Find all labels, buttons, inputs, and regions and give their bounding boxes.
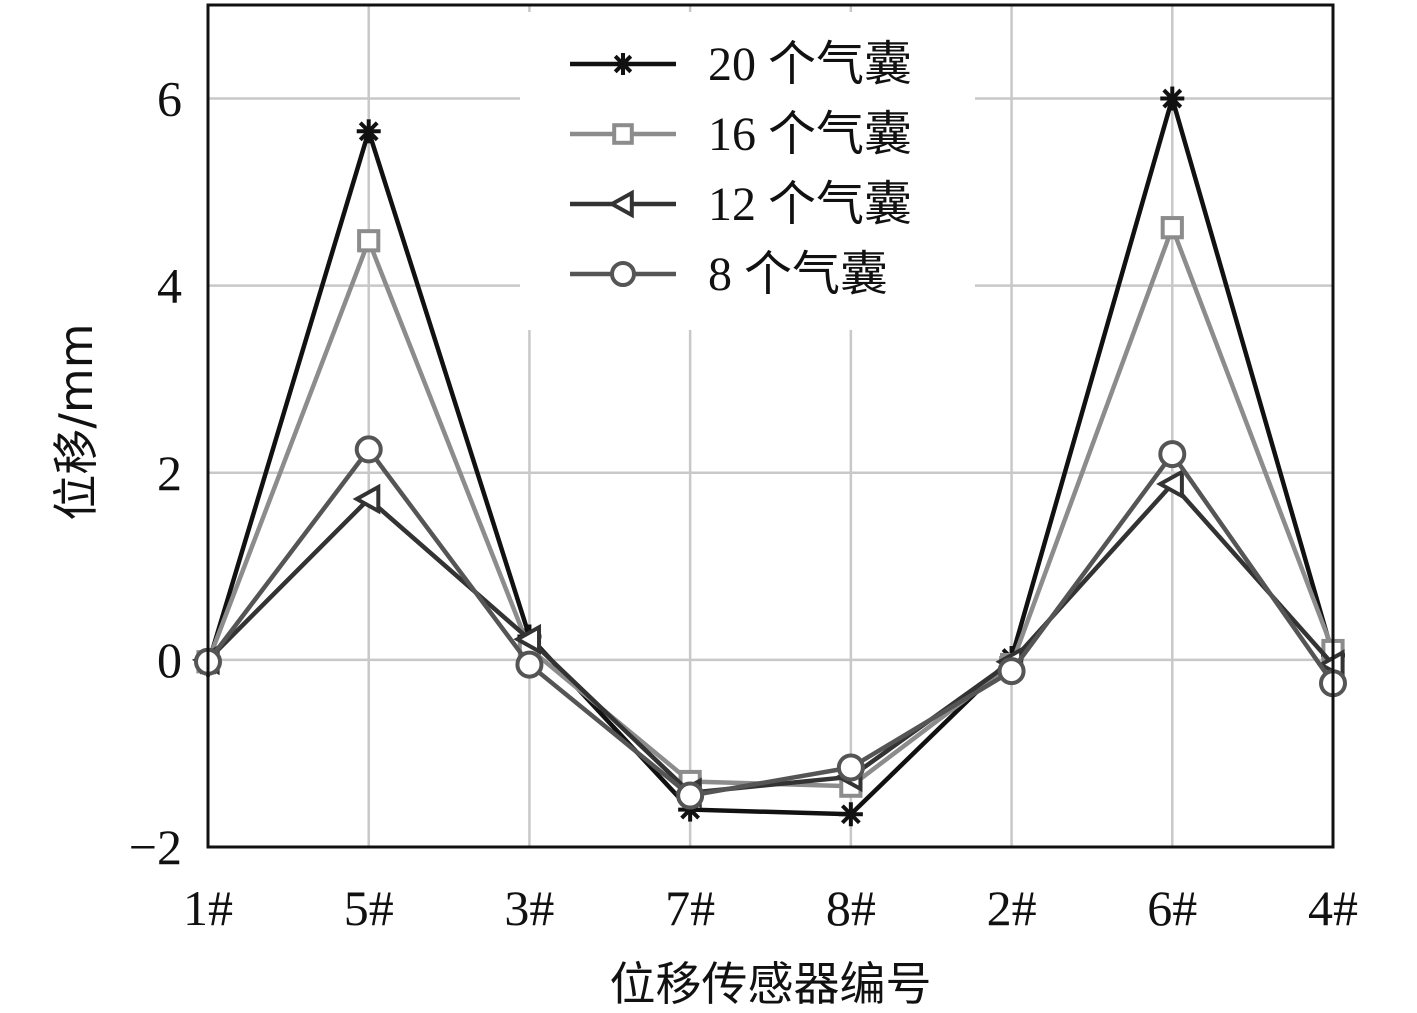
legend-label: 16 个气囊 <box>708 108 912 161</box>
data-point <box>357 229 381 253</box>
y-tick-label: −2 <box>129 819 182 875</box>
x-tick-label: 7# <box>665 880 715 936</box>
tick-labels: 1# 5# 3# 7# 8# 2# 6# 4# −2 0 2 4 6 <box>129 71 1358 936</box>
x-tick-label: 6# <box>1147 880 1197 936</box>
y-tick-label: 6 <box>157 71 182 127</box>
y-tick-label: 4 <box>157 258 182 314</box>
data-point <box>612 123 634 145</box>
x-tick-label: 3# <box>504 880 554 936</box>
legend-label: 8 个气囊 <box>708 248 888 301</box>
x-tick-label: 4# <box>1308 880 1358 936</box>
x-tick-label: 8# <box>826 880 876 936</box>
data-point <box>836 753 865 782</box>
x-tick-label: 5# <box>344 880 394 936</box>
x-axis-title: 位移传感器编号 <box>610 957 932 1011</box>
data-point <box>354 435 383 464</box>
data-point <box>1160 86 1185 111</box>
x-tick-label: 2# <box>987 880 1037 936</box>
data-point <box>1158 440 1187 469</box>
y-axis-title: 位移/mm <box>49 323 103 520</box>
series-line <box>206 480 1335 796</box>
plot-frame <box>206 3 1335 849</box>
y-tick-label: 2 <box>157 445 182 501</box>
data-point <box>838 802 863 827</box>
legend-entry: 8 个气囊 <box>570 248 888 301</box>
y-tick-label: 0 <box>157 632 182 688</box>
data-point <box>515 650 544 679</box>
legend: 20 个气囊 16 个气囊 12 个气囊 8 个气囊 <box>520 12 975 330</box>
data-point <box>610 261 636 287</box>
legend-entry: 12 个气囊 <box>570 178 912 231</box>
data-point <box>352 483 381 515</box>
series-line <box>206 445 1335 798</box>
data-point <box>997 657 1026 686</box>
x-tick-label: 1# <box>183 880 233 936</box>
series-layer <box>191 86 1347 827</box>
data-point <box>356 119 381 144</box>
data-point <box>676 781 705 810</box>
data-point <box>1156 468 1184 500</box>
legend-label: 12 个气囊 <box>708 178 912 231</box>
series-4 <box>194 435 1347 810</box>
data-point <box>1160 216 1184 240</box>
legend-entry: 20 个气囊 <box>570 38 912 91</box>
series-line <box>205 90 1336 817</box>
legend-label: 20 个气囊 <box>708 38 912 91</box>
data-point <box>513 623 542 655</box>
data-point <box>607 189 634 219</box>
data-point <box>612 53 634 75</box>
legend-entry: 16 个气囊 <box>570 108 912 161</box>
